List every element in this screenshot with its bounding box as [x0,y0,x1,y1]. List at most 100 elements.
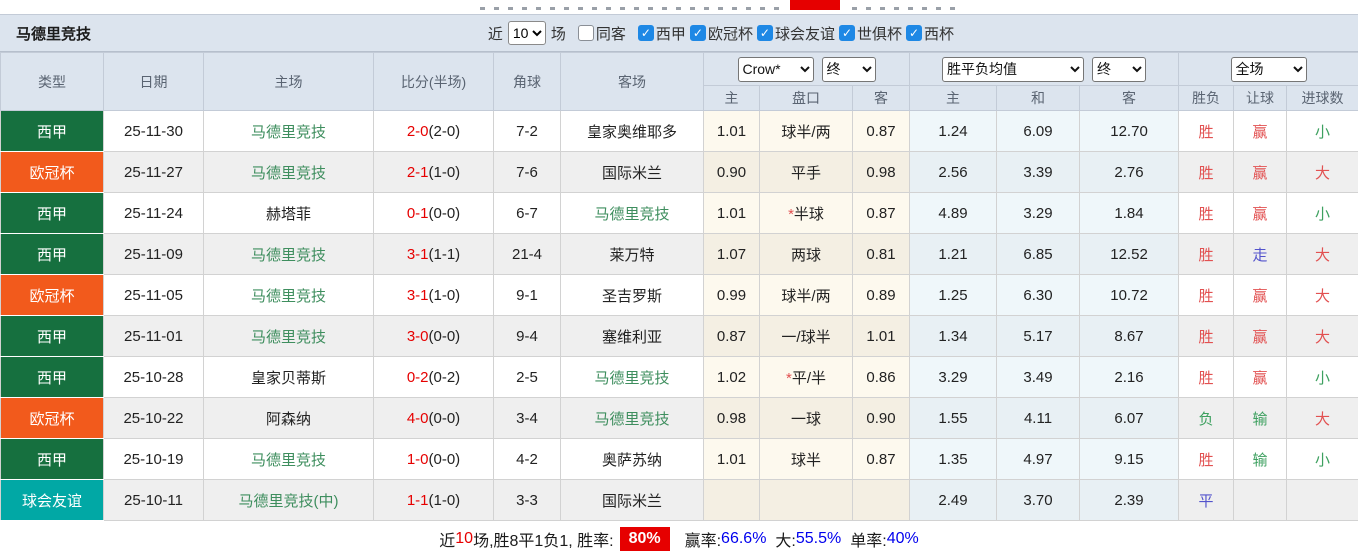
avg-draw-cell: 4.97 [997,439,1080,480]
avg-away-cell: 1.84 [1080,193,1179,234]
corner-cell: 9-1 [494,275,561,316]
checkbox-checked-icon[interactable] [690,25,706,41]
type-badge: 西甲 [1,234,104,275]
table-row: 西甲 25-11-30 马德里竞技 2-0(2-0) 7-2 皇家奥维耶多 1.… [1,111,1358,152]
odds-away-cell [853,480,910,521]
handicap-result-cell: 输 [1234,439,1287,480]
score-full: 3-1 [407,287,429,304]
checkbox-checked-icon[interactable] [638,25,654,41]
odds-select-group: Crow* 终 [704,53,910,86]
avg-away-cell: 2.16 [1080,357,1179,398]
cut-off-text [480,7,780,10]
competition-filter-4[interactable]: 西杯 [906,23,954,44]
scope-select[interactable]: 全场 [1231,57,1307,82]
competition-filter-0[interactable]: 西甲 [638,23,686,44]
goals-cell: 小 [1287,357,1358,398]
competition-filter-1[interactable]: 欧冠杯 [690,23,753,44]
big-ratio-value: 55.5% [796,530,841,548]
win-ratio-label: 赢率: [685,527,721,551]
home-team-cell: 马德里竞技 [204,234,374,275]
col-header-result: 胜负 [1179,86,1234,111]
same-away-filter[interactable]: 同客 [578,23,626,44]
odds-home-cell: 0.87 [704,316,760,357]
odds-away-cell: 1.01 [853,316,910,357]
avg-home-cell: 1.34 [910,316,997,357]
odds-time-select[interactable]: 终 [822,57,876,82]
checkbox-checked-icon[interactable] [839,25,855,41]
result-cell: 平 [1179,480,1234,521]
avg-time-select[interactable]: 终 [1092,57,1146,82]
avg-home-cell: 1.21 [910,234,997,275]
score-cell: 1-0(0-0) [374,439,494,480]
odds-away-cell: 0.87 [853,193,910,234]
home-team-cell: 阿森纳 [204,398,374,439]
date-cell: 25-11-09 [104,234,204,275]
score-full: 2-0 [407,123,429,140]
competition-filters: 西甲欧冠杯球会友谊世俱杯西杯 [638,23,954,44]
handicap-result-cell: 输 [1234,398,1287,439]
handicap-result-cell: 赢 [1234,152,1287,193]
corner-cell: 3-3 [494,480,561,521]
goals-cell: 大 [1287,316,1358,357]
date-cell: 25-11-24 [104,193,204,234]
score-full: 4-0 [407,410,429,427]
date-cell: 25-10-22 [104,398,204,439]
col-header-odds-home: 主 [704,86,760,111]
avg-away-cell: 12.70 [1080,111,1179,152]
table-row: 西甲 25-11-09 马德里竞技 3-1(1-1) 21-4 莱万特 1.07… [1,234,1358,275]
type-badge: 欧冠杯 [1,152,104,193]
cut-off-row [0,0,1358,14]
score-cell: 4-0(0-0) [374,398,494,439]
score-cell: 3-0(0-0) [374,316,494,357]
goals-cell: 小 [1287,111,1358,152]
date-cell: 25-10-19 [104,439,204,480]
goals-cell: 小 [1287,193,1358,234]
result-cell: 胜 [1179,193,1234,234]
competition-filter-2[interactable]: 球会友谊 [757,23,835,44]
score-full: 3-0 [407,328,429,345]
competition-filter-3[interactable]: 世俱杯 [839,23,902,44]
single-ratio-label: 单率: [850,527,886,551]
odds-company-select[interactable]: Crow* [738,57,814,82]
cut-off-red-badge [790,0,840,10]
away-team-cell: 马德里竞技 [561,193,704,234]
odds-home-cell: 0.98 [704,398,760,439]
checkbox-unchecked-icon[interactable] [578,25,594,41]
away-team-cell: 奥萨苏纳 [561,439,704,480]
recent-label: 近 [488,23,503,44]
type-badge: 西甲 [1,357,104,398]
home-team-cell: 马德里竞技 [204,316,374,357]
col-header-avg-draw: 和 [997,86,1080,111]
checkbox-checked-icon[interactable] [906,25,922,41]
score-full: 1-0 [407,451,429,468]
avg-type-select[interactable]: 胜平负均值 [942,57,1084,82]
away-team-cell: 国际米兰 [561,480,704,521]
recent-count-select[interactable]: 10 [508,21,546,45]
odds-away-cell: 0.87 [853,111,910,152]
avg-away-cell: 10.72 [1080,275,1179,316]
odds-home-cell: 0.90 [704,152,760,193]
score-cell: 2-1(1-0) [374,152,494,193]
handicap-cell: 平手 [760,152,853,193]
score-cell: 3-1(1-1) [374,234,494,275]
single-ratio-value: 40% [887,530,919,548]
type-badge: 欧冠杯 [1,275,104,316]
avg-away-cell: 8.67 [1080,316,1179,357]
checkbox-checked-icon[interactable] [757,25,773,41]
avg-draw-cell: 3.39 [997,152,1080,193]
score-half: (0-0) [429,205,461,222]
avg-home-cell: 1.35 [910,439,997,480]
away-team-cell: 马德里竞技 [561,357,704,398]
table-row: 西甲 25-11-01 马德里竞技 3-0(0-0) 9-4 塞维利亚 0.87… [1,316,1358,357]
col-header-avg-away: 客 [1080,86,1179,111]
handicap-result-cell: 赢 [1234,357,1287,398]
filter-bar: 马德里竞技 近 10 场 同客 西甲欧冠杯球会友谊世俱杯西杯 [0,14,1358,52]
handicap-result-cell: 赢 [1234,111,1287,152]
home-team-cell: 赫塔菲 [204,193,374,234]
handicap-cell: 球半/两 [760,111,853,152]
score-full: 0-1 [407,205,429,222]
odds-home-cell: 1.07 [704,234,760,275]
corner-cell: 4-2 [494,439,561,480]
col-header-type: 类型 [1,53,104,111]
